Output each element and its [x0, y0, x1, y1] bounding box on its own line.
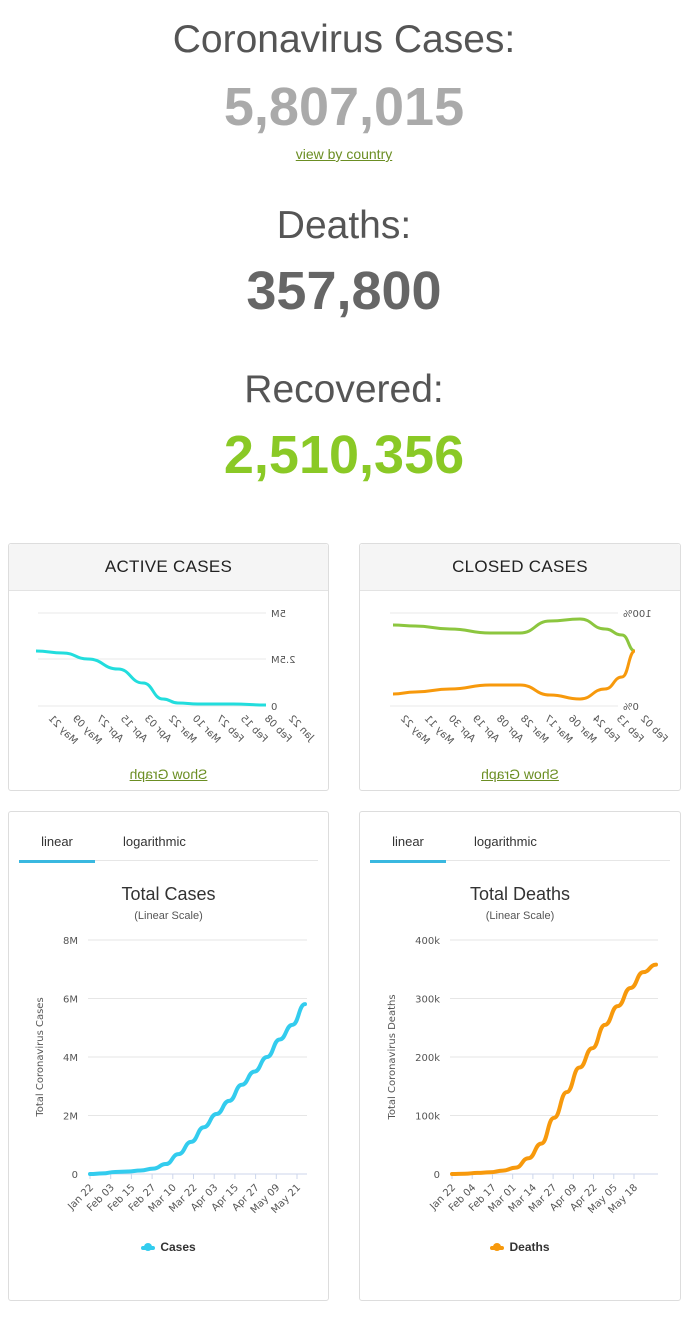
y-tick-label: 2M	[63, 1112, 78, 1123]
recovered-share-line	[392, 617, 636, 653]
closed-cases-title: CLOSED CASES	[360, 544, 680, 591]
closed-cases-panel: CLOSED CASES 100% 0% Feb 02 Feb 13 Feb 24 Ma…	[359, 543, 681, 791]
legend-deaths[interactable]: Deaths	[360, 1240, 680, 1254]
closed-show-graph-link[interactable]: Show Graph	[481, 766, 559, 782]
series-line	[450, 962, 658, 1176]
y-axis-title: Total Coronavirus Deaths	[387, 994, 398, 1120]
cases-scale-tabs: linear logarithmic	[19, 830, 318, 863]
y-tick-label: 5M	[271, 609, 286, 620]
legend-marker-icon	[490, 1242, 505, 1251]
view-by-country-link[interactable]: view by country	[295, 146, 393, 162]
deaths-scale-tabs: linear logarithmic	[370, 830, 670, 863]
y-tick-label: 100%	[623, 609, 652, 620]
y-tick-label: 0	[271, 702, 277, 713]
y-tick-label: 100k	[415, 1112, 440, 1123]
y-tick-label: 400k	[415, 936, 440, 947]
active-show-graph-link[interactable]: Show Graph	[129, 766, 208, 782]
series-line	[88, 1002, 307, 1176]
y-tick-label: 2.5M	[271, 655, 296, 666]
deaths-label: Deaths:	[276, 204, 412, 247]
chart-title: Total Deaths	[469, 884, 571, 904]
y-tick-label: 4M	[63, 1053, 78, 1064]
legend-marker-icon	[141, 1242, 156, 1251]
y-tick-label: 6M	[63, 995, 78, 1006]
tab-logarithmic[interactable]: logarithmic	[474, 834, 537, 849]
legend-label: Cases	[160, 1240, 196, 1254]
chart-subtitle: (Linear Scale)	[485, 910, 555, 922]
y-tick-label: 0	[72, 1170, 78, 1181]
y-tick-label: 8M	[63, 936, 78, 947]
active-cases-title: ACTIVE CASES	[9, 544, 328, 591]
total-deaths-panel: linear logarithmic Total Deaths (Linear …	[359, 811, 681, 1301]
legend-label: Deaths	[509, 1240, 550, 1254]
cases-value: 5,807,015	[223, 77, 465, 137]
deaths-value: 357,800	[246, 261, 442, 321]
recovered-value: 2,510,356	[223, 425, 465, 485]
active-series-line	[35, 649, 267, 707]
tab-logarithmic[interactable]: logarithmic	[123, 834, 186, 849]
total-deaths-chart: 0 100k 200k 300k 400k Total Coronavirus Death…	[387, 936, 658, 1216]
tab-linear[interactable]: linear	[370, 830, 446, 863]
active-cases-panel: ACTIVE CASES 5M 2.5M 0 Jan 22 Feb 08 Feb 15 F…	[8, 543, 329, 791]
y-tick-label: 0%	[623, 702, 639, 713]
chart-subtitle: (Linear Scale)	[134, 910, 203, 922]
cases-label: Coronavirus Cases:	[172, 18, 516, 61]
legend-cases[interactable]: Cases	[9, 1240, 328, 1254]
y-tick-label: 200k	[415, 1053, 440, 1064]
tab-linear[interactable]: linear	[19, 830, 95, 863]
y-tick-label: 0	[434, 1170, 440, 1181]
deaths-share-line	[392, 649, 636, 701]
total-cases-panel: linear logarithmic Total Cases (Linear S…	[8, 811, 329, 1301]
chart-title: Total Cases	[121, 884, 216, 904]
y-tick-label: 300k	[415, 995, 440, 1006]
recovered-label: Recovered:	[244, 368, 444, 411]
y-axis-title: Total Coronavirus Cases	[35, 997, 46, 1117]
